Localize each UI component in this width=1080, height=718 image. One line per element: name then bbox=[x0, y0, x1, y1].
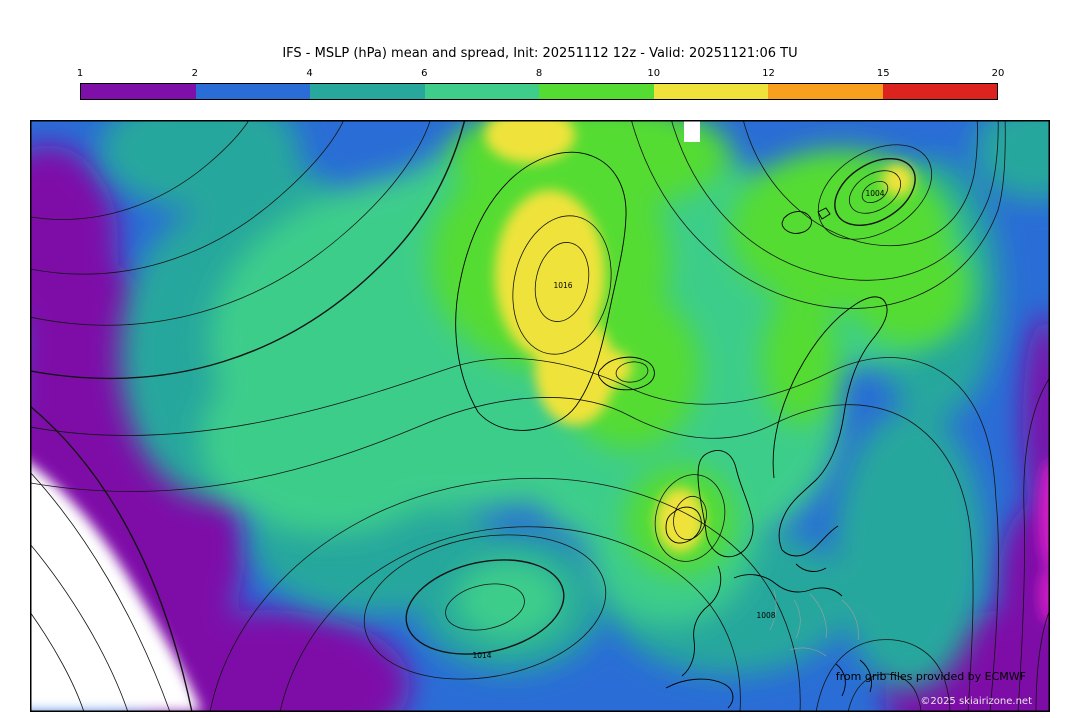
colorbar-tick-label: 10 bbox=[647, 68, 661, 79]
country-borders bbox=[769, 589, 859, 657]
colorbar-tick-label: 4 bbox=[306, 68, 313, 79]
colorbar-segment bbox=[195, 84, 310, 99]
colorbar-segment bbox=[310, 84, 425, 99]
colorbar-tick-label: 12 bbox=[762, 68, 775, 79]
isobar-label: 1004 bbox=[865, 189, 884, 198]
colorbar-segment bbox=[81, 84, 196, 99]
colorbar-tick-label: 20 bbox=[991, 68, 1005, 79]
attribution-copyright: ©2025 skiairizone.net bbox=[920, 696, 1032, 707]
colorbar-tick-label: 2 bbox=[191, 68, 198, 79]
map-panel: 1014 1008 1016 1004 from grib files prov… bbox=[30, 120, 1050, 712]
chart-title: IFS - MSLP (hPa) mean and spread, Init: … bbox=[282, 46, 798, 61]
colorbar-segment bbox=[768, 84, 883, 99]
map-border bbox=[30, 120, 1050, 712]
colorbar-segment bbox=[882, 84, 997, 99]
map-white-notch bbox=[684, 120, 700, 142]
isobar-label: 1014 bbox=[472, 651, 491, 660]
attribution-ecmwf: from grib files provided by ECMWF bbox=[836, 670, 1026, 683]
colorbar-bar bbox=[80, 83, 998, 100]
isobar-contours bbox=[30, 120, 1050, 712]
colorbar-segment bbox=[424, 84, 539, 99]
colorbar-tick-label: 8 bbox=[535, 68, 543, 79]
isobar-label: 1016 bbox=[553, 281, 572, 290]
coastlines bbox=[455, 151, 888, 709]
spread-region-magenta-edge bbox=[1038, 460, 1050, 623]
colorbar-tick-label: 15 bbox=[876, 68, 890, 79]
colorbar-ticks: 1 2 4 6 8 10 12 15 20 bbox=[76, 68, 1005, 81]
colorbar-tick-label: 1 bbox=[76, 68, 84, 79]
colorbar-tick-label: 6 bbox=[421, 68, 428, 79]
isobar-labels: 1014 1008 1016 1004 bbox=[472, 189, 884, 660]
colorbar-segment bbox=[539, 84, 654, 99]
colorbar: 1 2 4 6 8 10 12 15 20 bbox=[76, 68, 1005, 102]
colorbar-segment bbox=[653, 84, 768, 99]
isobar-label: 1008 bbox=[756, 611, 775, 620]
